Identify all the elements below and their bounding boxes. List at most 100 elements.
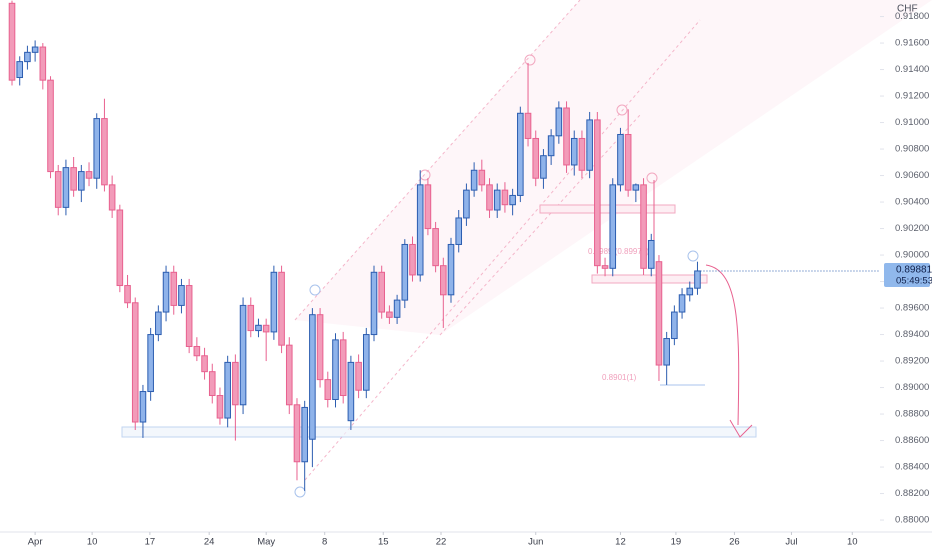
candle-body bbox=[509, 194, 516, 206]
price-tag bbox=[884, 262, 930, 287]
x-tick-label: May bbox=[257, 537, 275, 548]
candle-body bbox=[293, 404, 301, 463]
candle-body bbox=[486, 184, 493, 211]
candle-body bbox=[147, 334, 154, 393]
candle-body bbox=[524, 112, 532, 139]
candle-body bbox=[62, 167, 70, 208]
candle-body bbox=[201, 355, 208, 373]
candle-body bbox=[278, 271, 285, 346]
candle-body bbox=[139, 391, 147, 423]
candle-body bbox=[355, 361, 362, 391]
candle-body bbox=[678, 294, 686, 313]
candle-body bbox=[362, 334, 370, 391]
candle-body bbox=[70, 167, 77, 191]
candle-body bbox=[409, 243, 416, 276]
candle-body bbox=[617, 133, 624, 186]
y-tick-label: 0.91000 bbox=[895, 117, 929, 128]
x-tick-label: 24 bbox=[204, 537, 215, 548]
candle-body bbox=[224, 361, 231, 419]
x-tick-label: 10 bbox=[87, 537, 98, 548]
candle-body bbox=[93, 118, 101, 179]
candle-body bbox=[316, 314, 324, 381]
annotation: 0.8989 (0.89976) bbox=[588, 247, 649, 256]
x-tick-label: Jun bbox=[528, 537, 543, 548]
candle-body bbox=[594, 119, 601, 267]
candle-body bbox=[116, 209, 124, 287]
candle-body bbox=[24, 51, 31, 63]
annotation: 0.8901(1) bbox=[602, 373, 637, 382]
candle-body bbox=[386, 311, 393, 318]
y-tick-label: 0.91400 bbox=[895, 64, 929, 75]
x-tick-label: Jul bbox=[785, 537, 797, 548]
y-tick-label: 0.89000 bbox=[895, 382, 929, 393]
candle-body bbox=[208, 371, 216, 397]
candle-body bbox=[285, 344, 293, 406]
candle-body bbox=[347, 361, 355, 422]
drawings bbox=[121, 0, 932, 498]
candle-body bbox=[270, 271, 278, 333]
candle-body bbox=[170, 271, 178, 306]
currency-label: CHF bbox=[897, 4, 918, 15]
candle-body bbox=[647, 239, 655, 269]
candle-body bbox=[540, 155, 547, 179]
y-tick-label: 0.88000 bbox=[895, 515, 929, 526]
candle-body bbox=[101, 118, 108, 186]
candle-body bbox=[309, 314, 316, 440]
y-tick-label: 0.90200 bbox=[895, 223, 929, 234]
candle-body bbox=[686, 287, 694, 296]
x-tick-label: 10 bbox=[847, 537, 858, 548]
candle-body bbox=[447, 243, 455, 296]
y-tick-label: 0.88800 bbox=[895, 409, 929, 420]
candle-body bbox=[563, 107, 570, 166]
candle-body bbox=[463, 189, 470, 219]
candle-body bbox=[470, 169, 478, 191]
x-tick-label: 8 bbox=[322, 537, 327, 548]
candle-body bbox=[501, 189, 509, 206]
y-tick-label: 0.91800 bbox=[895, 11, 929, 22]
y-tick-label: 0.91600 bbox=[895, 38, 929, 49]
candle-body bbox=[247, 304, 255, 332]
x-tick-label: 15 bbox=[378, 537, 389, 548]
candle-body bbox=[255, 324, 262, 332]
candle-body bbox=[262, 324, 270, 333]
candle-body bbox=[239, 304, 247, 406]
candle-body bbox=[332, 339, 339, 400]
candle-body bbox=[532, 137, 540, 179]
candle-body bbox=[324, 379, 332, 400]
candle-body bbox=[432, 228, 439, 267]
candle-body bbox=[517, 112, 524, 196]
candle-body bbox=[16, 61, 24, 79]
candle-body bbox=[586, 119, 593, 171]
candle-body bbox=[493, 189, 501, 211]
candle-body bbox=[671, 311, 678, 340]
candle-body bbox=[455, 217, 463, 245]
candle-body bbox=[232, 361, 239, 406]
candle-body bbox=[31, 46, 39, 53]
candle-body bbox=[178, 285, 185, 306]
candle-body bbox=[155, 311, 162, 336]
candle-body bbox=[640, 184, 647, 269]
candle-body bbox=[85, 171, 93, 179]
y-tick-label: 0.88600 bbox=[895, 435, 929, 446]
x-tick-label: 19 bbox=[671, 537, 682, 548]
candle-body bbox=[370, 271, 378, 336]
candle-body bbox=[301, 406, 308, 463]
candle-body bbox=[339, 339, 347, 397]
candle-body bbox=[39, 46, 47, 81]
candle-body bbox=[124, 285, 131, 304]
y-tick-label: 0.90400 bbox=[895, 197, 929, 208]
x-tick-label: 12 bbox=[615, 537, 626, 548]
candle-body bbox=[416, 184, 424, 276]
candle-body bbox=[440, 265, 447, 296]
y-tick-label: 0.90000 bbox=[895, 250, 929, 261]
y-tick-label: 0.89400 bbox=[895, 329, 929, 340]
y-tick-label: 0.89600 bbox=[895, 303, 929, 314]
candle-body bbox=[185, 285, 193, 347]
candle-body bbox=[108, 184, 116, 211]
candle-body bbox=[655, 261, 663, 366]
x-tick-label: 22 bbox=[436, 537, 447, 548]
x-tick-label: Apr bbox=[28, 537, 43, 548]
candle-body bbox=[78, 171, 85, 191]
y-tick-label: 0.88200 bbox=[895, 488, 929, 499]
candle-body bbox=[547, 135, 555, 157]
